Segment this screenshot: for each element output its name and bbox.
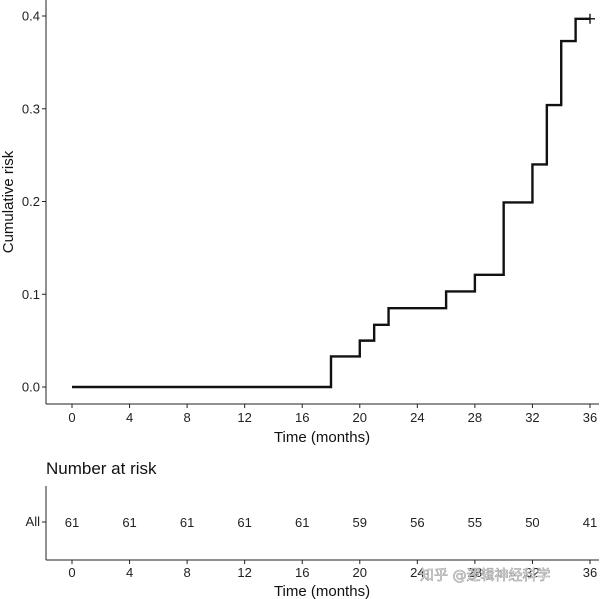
watermark-text: 知乎 @逻辑神经科学 <box>420 567 550 584</box>
y-tick-label: 0.4 <box>22 9 40 24</box>
x-tick-label: 4 <box>126 410 133 425</box>
risk-x-tick-label: 8 <box>183 565 190 580</box>
risk-value: 61 <box>180 515 194 530</box>
x-tick-label: 20 <box>353 410 367 425</box>
x-tick-label: 24 <box>410 410 424 425</box>
risk-value: 56 <box>410 515 424 530</box>
risk-table: Number at risk All 61 61 61 61 61 59 56 55 50 41 … <box>26 459 599 599</box>
risk-x-tick-label: 20 <box>353 565 367 580</box>
risk-x-tick-label: 36 <box>583 565 597 580</box>
x-tick-label: 36 <box>583 410 597 425</box>
y-tick-label: 0.3 <box>22 101 40 116</box>
x-tick-label: 16 <box>295 410 309 425</box>
x-tick-label: 12 <box>237 410 251 425</box>
x-tick-group: 0 4 8 12 16 20 24 28 32 36 <box>68 404 597 425</box>
cumulative-risk-curve <box>72 17 590 389</box>
risk-value: 61 <box>295 515 309 530</box>
risk-value: 61 <box>237 515 251 530</box>
risk-value: 50 <box>525 515 539 530</box>
y-tick-label: 0.1 <box>22 287 40 302</box>
risk-x-tick-label: 32 <box>525 565 539 580</box>
risk-value-group: 61 61 61 61 61 59 56 55 50 41 <box>65 515 597 530</box>
risk-row-label: All <box>26 514 41 529</box>
y-tick-label: 0.2 <box>22 194 40 209</box>
km-plot: 0.0 0.1 0.2 0.3 0.4 0 4 8 12 16 20 24 28 32 36 Time (… <box>0 0 599 446</box>
risk-value: 55 <box>468 515 482 530</box>
x-axis-title: Time (months) <box>274 429 370 446</box>
risk-value: 61 <box>65 515 79 530</box>
y-tick-label: 0.0 <box>22 380 40 395</box>
risk-x-tick-label: 28 <box>468 565 482 580</box>
risk-x-tick-label: 12 <box>237 565 251 580</box>
censor-mark <box>585 13 595 24</box>
risk-value: 59 <box>353 515 367 530</box>
risk-x-tick-label: 4 <box>126 565 133 580</box>
risk-x-tick-group: 0 4 8 12 16 20 24 28 32 36 <box>68 560 597 580</box>
risk-value: 41 <box>583 515 597 530</box>
y-axis-title: Cumulative risk <box>0 150 17 253</box>
risk-x-tick-label: 0 <box>68 565 75 580</box>
risk-x-axis-title: Time (months) <box>274 583 370 599</box>
risk-value: 61 <box>122 515 136 530</box>
y-tick-group: 0.0 0.1 0.2 0.3 0.4 <box>22 9 46 395</box>
risk-x-tick-label: 24 <box>410 565 424 580</box>
risk-table-title: Number at risk <box>46 459 157 478</box>
x-tick-label: 8 <box>183 410 190 425</box>
x-tick-label: 32 <box>525 410 539 425</box>
risk-x-tick-label: 16 <box>295 565 309 580</box>
x-tick-label: 28 <box>468 410 482 425</box>
x-tick-label: 0 <box>68 410 75 425</box>
